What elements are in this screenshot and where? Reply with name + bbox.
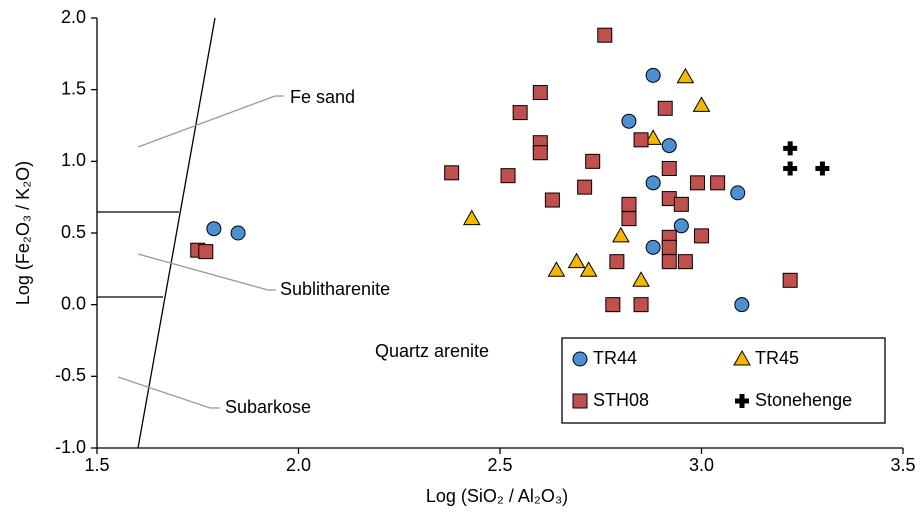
marker xyxy=(673,196,689,212)
legend-label: STH08 xyxy=(593,390,649,410)
y-tick-label: 1.5 xyxy=(61,78,86,98)
y-tick-label: 1.0 xyxy=(61,150,86,170)
marker xyxy=(585,153,601,169)
annotation: Sublitharenite xyxy=(280,279,390,299)
marker xyxy=(815,161,830,176)
marker xyxy=(645,67,661,83)
marker xyxy=(462,209,481,226)
marker xyxy=(694,228,709,244)
x-tick-label: 2.5 xyxy=(487,455,512,475)
marker xyxy=(644,129,663,145)
marker xyxy=(512,105,528,121)
x-tick-label: 1.5 xyxy=(84,455,109,475)
y-tick-label: -0.5 xyxy=(55,365,86,385)
marker xyxy=(605,297,621,313)
y-axis-title: Log (Fe₂O₃ / K₂O) xyxy=(13,161,33,305)
marker xyxy=(609,254,625,270)
marker xyxy=(661,161,677,176)
marker xyxy=(661,254,677,270)
marker xyxy=(230,225,246,241)
legend-label: TR45 xyxy=(755,348,799,368)
legend xyxy=(561,337,886,424)
marker xyxy=(661,138,677,154)
annotation: Fe sand xyxy=(290,87,355,107)
legend-marker xyxy=(733,349,751,366)
leader-line xyxy=(137,95,284,148)
marker xyxy=(710,175,726,191)
classification-lines xyxy=(97,17,284,449)
y-tick-label: 0.0 xyxy=(61,293,86,313)
marker xyxy=(677,254,693,270)
x-tick-label: 2.0 xyxy=(286,455,311,475)
annotation: Subarkose xyxy=(225,397,311,417)
marker xyxy=(579,261,598,277)
marker xyxy=(783,141,798,156)
marker xyxy=(692,96,711,112)
boundary-line xyxy=(137,17,216,449)
marker xyxy=(198,244,214,260)
marker xyxy=(661,239,677,255)
marker xyxy=(544,192,560,208)
marker xyxy=(621,113,637,129)
marker xyxy=(206,221,222,237)
marker xyxy=(657,100,673,116)
x-tick-label: 3.5 xyxy=(890,455,915,475)
y-tick-label: 2.0 xyxy=(61,7,86,27)
marker xyxy=(532,85,548,101)
y-tick-label: 0.5 xyxy=(61,222,86,242)
legend-marker xyxy=(735,394,749,408)
marker xyxy=(782,272,798,288)
legend-label: Stonehenge xyxy=(755,390,852,410)
marker xyxy=(645,175,661,191)
annotation: Quartz arenite xyxy=(375,341,489,361)
y-tick-label: -1.0 xyxy=(55,437,86,457)
marker xyxy=(633,297,649,313)
leader-line xyxy=(117,376,220,409)
marker xyxy=(567,252,586,269)
marker xyxy=(532,145,548,161)
legend-marker xyxy=(572,393,588,409)
marker xyxy=(621,211,637,227)
x-axis-title: Log (SiO₂ / Al₂O₃) xyxy=(426,486,568,506)
marker xyxy=(577,179,593,195)
x-tick-label: 3.0 xyxy=(689,455,714,475)
marker xyxy=(632,271,650,287)
marker xyxy=(621,196,637,212)
legend-label: TR44 xyxy=(593,348,637,368)
marker xyxy=(645,239,661,255)
marker xyxy=(500,168,516,184)
leader-line xyxy=(137,253,276,291)
marker xyxy=(689,175,705,191)
marker xyxy=(597,27,613,43)
marker xyxy=(734,297,750,313)
marker xyxy=(444,165,460,181)
marker xyxy=(547,261,566,277)
legend-marker xyxy=(572,351,588,367)
marker xyxy=(730,185,746,201)
marker xyxy=(783,161,798,176)
marker xyxy=(676,67,695,84)
marker xyxy=(612,226,630,243)
marker xyxy=(673,218,689,234)
marker xyxy=(633,132,649,148)
